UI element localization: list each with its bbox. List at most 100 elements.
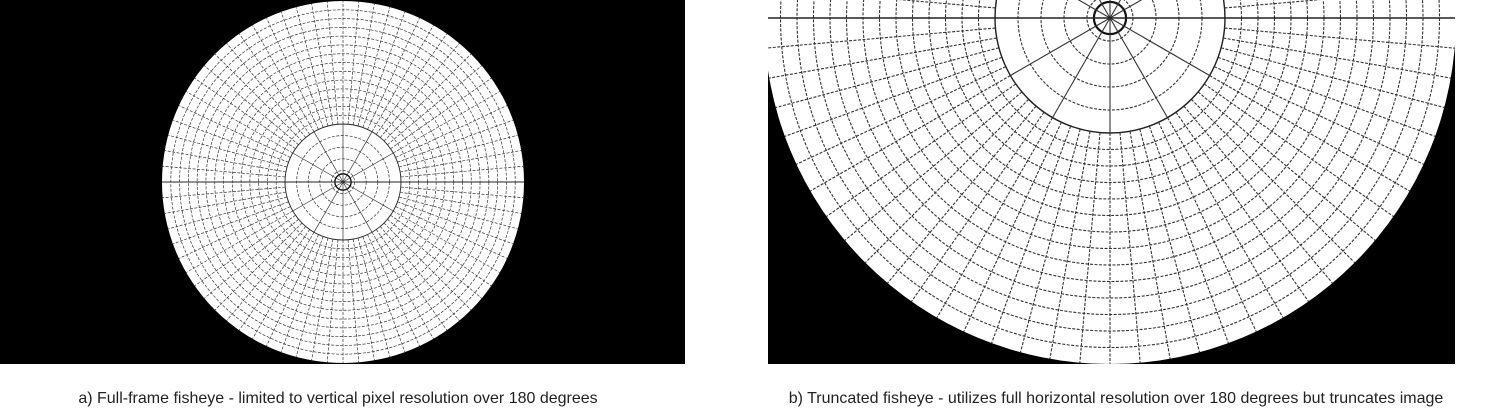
spoke <box>1197 91 1376 241</box>
spoke <box>371 25 434 132</box>
spoke <box>1079 132 1101 363</box>
inner-spoke <box>1010 17 1111 76</box>
spoke <box>238 33 311 135</box>
spoke <box>280 236 324 353</box>
spoke <box>395 105 508 158</box>
spoke <box>400 165 524 178</box>
spoke <box>162 186 286 199</box>
spoke <box>295 7 329 127</box>
spoke <box>769 37 997 79</box>
inner-spoke <box>1109 17 1168 118</box>
spoke <box>375 33 448 135</box>
spoke <box>826 83 1017 217</box>
inner-spoke <box>342 181 394 212</box>
spoke <box>194 77 296 150</box>
spoke <box>400 186 524 199</box>
spoke <box>1175 111 1309 302</box>
spoke <box>178 206 291 259</box>
spoke <box>347 1 360 125</box>
spoke <box>194 214 296 287</box>
spoke <box>397 119 514 163</box>
spoke <box>226 43 306 138</box>
spoke <box>390 77 492 150</box>
spoke <box>295 237 329 357</box>
spoke <box>400 191 522 214</box>
spoke <box>311 239 334 361</box>
spoke <box>1148 125 1229 344</box>
spoke <box>897 0 996 9</box>
inner-spoke <box>1077 0 1111 19</box>
spoke <box>347 239 360 363</box>
spoke <box>168 196 288 230</box>
spoke <box>371 232 434 339</box>
spoke <box>204 219 299 299</box>
spoke <box>1190 98 1356 264</box>
spoke <box>375 229 448 331</box>
spoke <box>1223 37 1451 79</box>
spoke <box>1213 66 1424 165</box>
spoke <box>280 11 324 128</box>
spoke <box>395 206 508 259</box>
spoke <box>186 210 293 273</box>
spoke <box>1167 117 1284 318</box>
inner-spoke <box>342 152 394 183</box>
spoke <box>168 134 288 168</box>
spoke <box>991 125 1072 344</box>
spoke <box>172 201 289 245</box>
spoke <box>887 105 1037 284</box>
spoke <box>266 234 319 347</box>
spoke <box>1158 121 1257 332</box>
spoke <box>387 65 482 145</box>
inner-spoke <box>292 181 344 212</box>
spoke <box>380 43 460 138</box>
spoke <box>1220 47 1445 109</box>
spoke <box>398 196 518 230</box>
spoke <box>252 232 315 339</box>
spoke <box>1209 75 1410 192</box>
spoke <box>387 219 482 299</box>
spoke <box>352 239 375 361</box>
panel-a-grid <box>162 1 524 363</box>
inner-spoke <box>1109 17 1210 76</box>
spoke <box>357 237 391 357</box>
spoke <box>768 27 996 49</box>
spoke <box>1224 0 1323 9</box>
inner-spoke <box>342 131 373 183</box>
spoke <box>1139 128 1201 353</box>
spoke <box>226 226 306 321</box>
spoke <box>390 214 492 287</box>
caption-b: b) Truncated fisheye - utilizes full hor… <box>789 390 1444 407</box>
spoke <box>252 25 315 132</box>
spoke <box>214 222 303 311</box>
inner-spoke <box>313 131 344 183</box>
spoke <box>1224 27 1455 49</box>
spoke <box>784 56 1003 137</box>
inner-spoke <box>1109 0 1143 19</box>
spoke <box>326 239 339 363</box>
spoke <box>844 91 1023 241</box>
spoke <box>164 150 286 173</box>
inner-spoke <box>1052 17 1111 118</box>
spoke <box>400 150 522 173</box>
spoke <box>214 53 303 142</box>
spoke <box>362 11 406 128</box>
spoke <box>1019 128 1081 353</box>
spoke <box>911 111 1045 302</box>
spoke <box>963 121 1062 332</box>
spoke <box>810 75 1011 192</box>
spoke <box>352 3 375 125</box>
spoke <box>796 66 1007 165</box>
spoke <box>393 210 500 273</box>
inner-spoke <box>342 181 373 233</box>
inner-spoke <box>1098 0 1111 19</box>
spoke <box>266 17 319 130</box>
spoke <box>172 119 289 163</box>
spoke <box>1129 131 1171 359</box>
inner-spoke <box>313 181 344 233</box>
spoke <box>936 117 1053 318</box>
panel-b-grid <box>768 0 1455 364</box>
spoke <box>311 3 334 125</box>
spoke <box>164 191 286 214</box>
